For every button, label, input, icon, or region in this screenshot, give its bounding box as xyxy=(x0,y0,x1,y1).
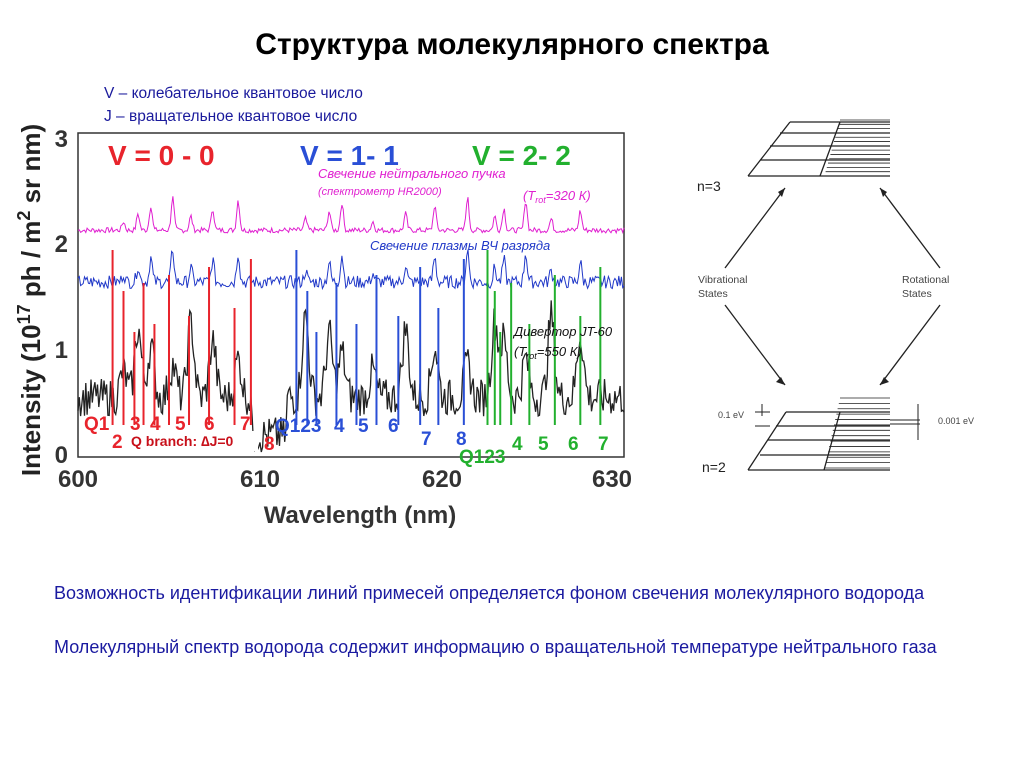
line-markers xyxy=(111,250,602,425)
red-label-q1: Q1 xyxy=(84,414,110,435)
trot-suffix-320: =320 К) xyxy=(546,188,591,203)
blue-label-q123: Q123 xyxy=(275,416,321,437)
x-tick-610: 610 xyxy=(240,466,280,493)
vibrational-line-1: Vibrational xyxy=(698,274,747,286)
q-branch-label: Q branch: ∆J=0 xyxy=(131,433,234,449)
legend-rotational-number: J – вращательное квантовое число xyxy=(104,108,358,125)
slide-title: Структура молекулярного спектра xyxy=(255,28,769,61)
y-tick-1: 1 xyxy=(55,337,68,364)
svg-text:Intensity (1017 ph / m2 sr nm): Intensity (1017 ph / m2 sr nm) xyxy=(14,124,46,476)
y-axis-label: Intensity (1017 ph / m2 sr nm) xyxy=(14,124,46,476)
paragraph-rotational-temperature: Молекулярный спектр водорода содержит ин… xyxy=(54,637,937,657)
series-label-divertor: Дивертор JT-60 xyxy=(512,324,613,339)
red-label-2: 2 xyxy=(112,432,123,453)
ev-0-001-label: 0.001 eV xyxy=(938,416,974,426)
trot-prefix-550: (T xyxy=(514,344,527,359)
band-label-2-2: V = 2- 2 xyxy=(472,140,571,171)
blue-label-8: 8 xyxy=(456,429,467,450)
paragraph-identification: Возможность идентификации линий примесей… xyxy=(54,583,925,603)
ev-markers xyxy=(755,404,920,440)
trot-sub-320: rot xyxy=(535,195,546,205)
blue-label-4: 4 xyxy=(334,416,345,437)
series-label-trot-320: (Trot=320 К) xyxy=(523,188,591,205)
band-label-0-0: V = 0 - 0 xyxy=(108,140,215,171)
y-tick-0: 0 xyxy=(55,442,68,469)
vibrational-line-2: States xyxy=(698,288,728,300)
trot-sub-550: rot xyxy=(526,351,537,361)
red-label-3: 3 xyxy=(130,414,141,435)
red-label-5: 5 xyxy=(175,414,186,435)
y-label-part-1: Intensity (10 xyxy=(16,324,46,476)
level-n3: n=3 xyxy=(697,178,721,194)
blue-label-7: 7 xyxy=(421,429,432,450)
spectrum-series-0 xyxy=(77,196,625,235)
n2-fine-lines xyxy=(824,397,890,469)
level-n2: n=2 xyxy=(702,459,726,475)
x-tick-620: 620 xyxy=(422,466,462,493)
y-label-sup-2: 2 xyxy=(14,211,34,221)
blue-label-6: 6 xyxy=(388,416,399,437)
red-label-7: 7 xyxy=(240,414,251,435)
transition-arrows xyxy=(724,187,941,386)
x-axis-label: Wavelength (nm) xyxy=(264,502,456,529)
x-tick-630: 630 xyxy=(592,466,632,493)
x-tick-600: 600 xyxy=(58,466,98,493)
q-branch-tail: J=0 xyxy=(210,433,234,449)
y-label-part-2: ph / m xyxy=(16,221,46,305)
series-label-neutral-beam: Свечение нейтрального пучка xyxy=(318,166,506,181)
q-branch-delta: ∆ xyxy=(201,433,210,449)
trot-suffix-550: =550 К) xyxy=(537,344,582,359)
n3-levels xyxy=(747,121,890,177)
y-tick-2: 2 xyxy=(55,231,68,258)
red-label-4: 4 xyxy=(150,414,161,435)
plot-frame xyxy=(77,132,625,458)
red-label-6: 6 xyxy=(204,414,215,435)
q-branch-background xyxy=(126,431,258,451)
legend-vibrational-number: V – колебательное квантовое число xyxy=(104,85,363,102)
band-label-1-1: V = 1- 1 xyxy=(300,140,399,171)
arrowheads xyxy=(776,188,889,385)
y-label-sup-1: 17 xyxy=(14,304,34,324)
energy-level-diagram xyxy=(724,119,941,471)
rotational-line-1: Rotational xyxy=(902,274,949,286)
series-label-spectrometer: (спектрометр HR2000) xyxy=(318,186,442,198)
spectrum-series-1 xyxy=(77,249,625,291)
trot-prefix-320: (T xyxy=(523,188,536,203)
y-tick-3: 3 xyxy=(55,126,68,153)
ev-0-1-label: 0.1 eV xyxy=(718,410,744,420)
q-branch-text: Q branch: xyxy=(131,433,201,449)
series-label-rf-plasma: Свечение плазмы ВЧ разряда xyxy=(370,238,550,253)
blue-label-5: 5 xyxy=(358,416,369,437)
green-label-q123: Q123 xyxy=(459,447,505,468)
green-label-5: 5 xyxy=(538,434,549,455)
green-label-7: 7 xyxy=(598,434,609,455)
red-label-8: 8 xyxy=(264,434,275,455)
green-label-4: 4 xyxy=(512,434,523,455)
n3-fine-lines xyxy=(824,119,890,177)
y-label-part-3: sr nm) xyxy=(16,124,46,211)
green-label-6: 6 xyxy=(568,434,579,455)
rotational-line-2: States xyxy=(902,288,932,300)
series-label-trot-550: (Trot=550 К) xyxy=(514,344,582,361)
